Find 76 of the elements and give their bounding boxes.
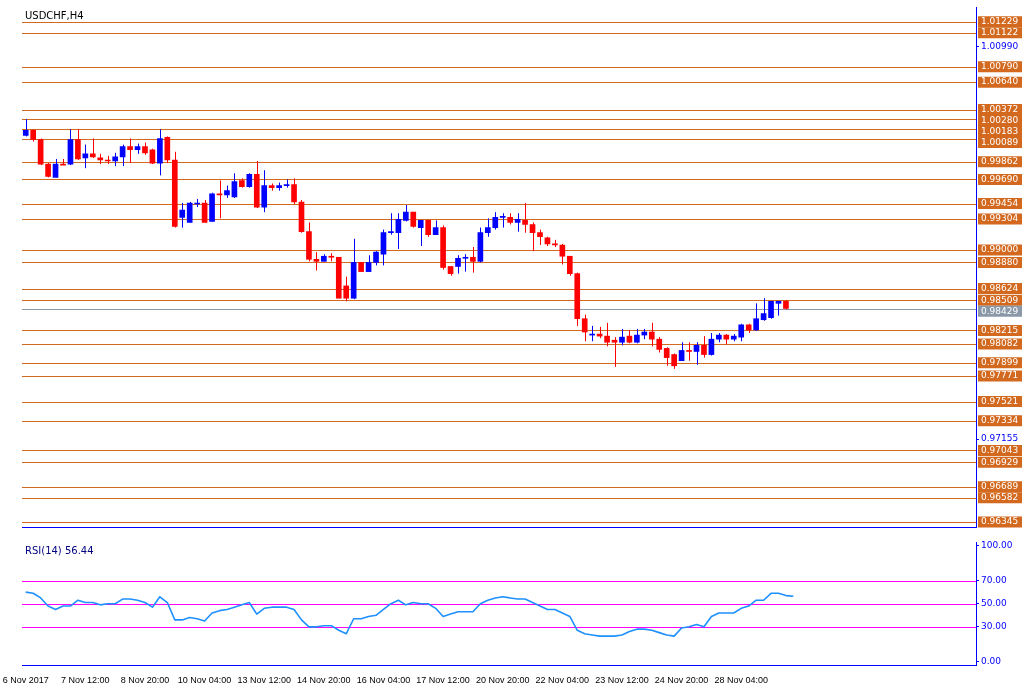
ref-line-label: 0.99000 xyxy=(981,244,1019,255)
candlestick xyxy=(291,177,297,205)
x-tick-label: 13 Nov 12:00 xyxy=(237,674,291,683)
x-tick-label: 17 Nov 12:00 xyxy=(416,674,470,683)
candlestick xyxy=(380,229,387,266)
x-tick-label: 23 Nov 12:00 xyxy=(595,674,649,683)
candlestick xyxy=(604,322,610,347)
candlestick xyxy=(179,202,186,229)
x-tick-label: 7 Nov 12:00 xyxy=(61,674,110,683)
candlestick xyxy=(470,246,476,274)
ref-line-label: 0.96345 xyxy=(981,516,1019,527)
candlestick xyxy=(75,128,81,161)
ref-line-label: 1.00089 xyxy=(981,136,1019,147)
x-tick-label: 8 Nov 20:00 xyxy=(120,674,170,683)
ref-line-label: 0.97899 xyxy=(981,357,1019,368)
ref-line-label: 0.98880 xyxy=(981,256,1019,267)
ref-line-label: 1.00183 xyxy=(981,125,1019,136)
ref-line-label: 1.00280 xyxy=(981,114,1019,125)
ref-line-label: 1.00640 xyxy=(981,76,1019,87)
x-tick-label: 6 Nov 2017 xyxy=(2,674,49,683)
candlestick xyxy=(753,302,759,332)
y-tick-label: 100.00 xyxy=(981,540,1013,551)
x-tick-label: 10 Nov 04:00 xyxy=(177,674,232,683)
ref-line-label: 0.98082 xyxy=(981,338,1019,349)
ref-line-label: 0.98215 xyxy=(981,324,1019,335)
candlestick xyxy=(522,202,528,234)
ref-line-label: 0.97521 xyxy=(981,395,1019,406)
candlestick xyxy=(455,254,461,275)
x-tick-label: 22 Nov 04:00 xyxy=(535,674,590,683)
candlestick xyxy=(559,243,566,265)
ref-line-label: 0.96929 xyxy=(981,456,1019,467)
ref-line-label: 1.00790 xyxy=(981,61,1019,72)
ref-line-label: 0.97043 xyxy=(981,444,1019,455)
candlestick xyxy=(462,253,469,273)
ref-line-label: 0.99454 xyxy=(981,197,1019,208)
ref-line-label: 0.99690 xyxy=(981,173,1019,184)
ref-line-label: 0.97334 xyxy=(981,415,1019,426)
y-tick-label: 50.00 xyxy=(981,598,1008,609)
candlestick xyxy=(529,221,536,252)
candlestick xyxy=(127,137,133,164)
candlestick xyxy=(701,335,707,359)
candlestick xyxy=(686,341,692,362)
candlestick xyxy=(388,212,394,236)
candlestick xyxy=(581,314,588,342)
ref-line-label: 0.98624 xyxy=(981,282,1019,293)
candlestick xyxy=(760,297,767,322)
candlestick xyxy=(611,336,618,368)
candlestick xyxy=(417,219,424,247)
ref-line-label: 0.98509 xyxy=(981,294,1019,305)
ref-line-label: 1.00372 xyxy=(981,103,1019,114)
ref-line-label: 0.96689 xyxy=(981,481,1019,492)
x-tick-label: 16 Nov 04:00 xyxy=(356,674,411,683)
ref-line-label: 0.99304 xyxy=(981,213,1019,224)
chart-title: RSI(14) 56.44 xyxy=(25,544,94,556)
x-tick-label: 28 Nov 04:00 xyxy=(714,674,768,683)
ref-line-label: 1.01229 xyxy=(981,16,1019,27)
x-tick-label: 20 Nov 20:00 xyxy=(475,674,530,683)
candlestick xyxy=(261,169,268,213)
ref-line-label: 0.96582 xyxy=(981,492,1019,503)
ref-line-label: 1.01122 xyxy=(981,27,1019,38)
chart-title: USDCHF,H4 xyxy=(25,9,84,21)
candlestick xyxy=(313,251,320,272)
ref-line-label: 0.98429 xyxy=(981,305,1019,316)
candlestick xyxy=(499,212,506,229)
y-tick-label: 30.00 xyxy=(981,621,1008,632)
x-tick-label: 14 Nov 20:00 xyxy=(297,674,351,683)
ref-line-label: 0.99862 xyxy=(981,156,1019,167)
y-tick-label: 0.97155 xyxy=(981,433,1019,444)
y-tick-label: 0.00 xyxy=(981,655,1002,666)
x-tick-label: 24 Nov 20:00 xyxy=(654,674,709,683)
y-tick-label: 1.00990 xyxy=(981,40,1019,51)
candlestick xyxy=(693,341,700,366)
candlestick xyxy=(514,212,521,233)
ref-line-label: 0.97771 xyxy=(981,370,1019,381)
candlestick xyxy=(216,179,223,219)
y-tick-label: 70.00 xyxy=(981,574,1008,585)
